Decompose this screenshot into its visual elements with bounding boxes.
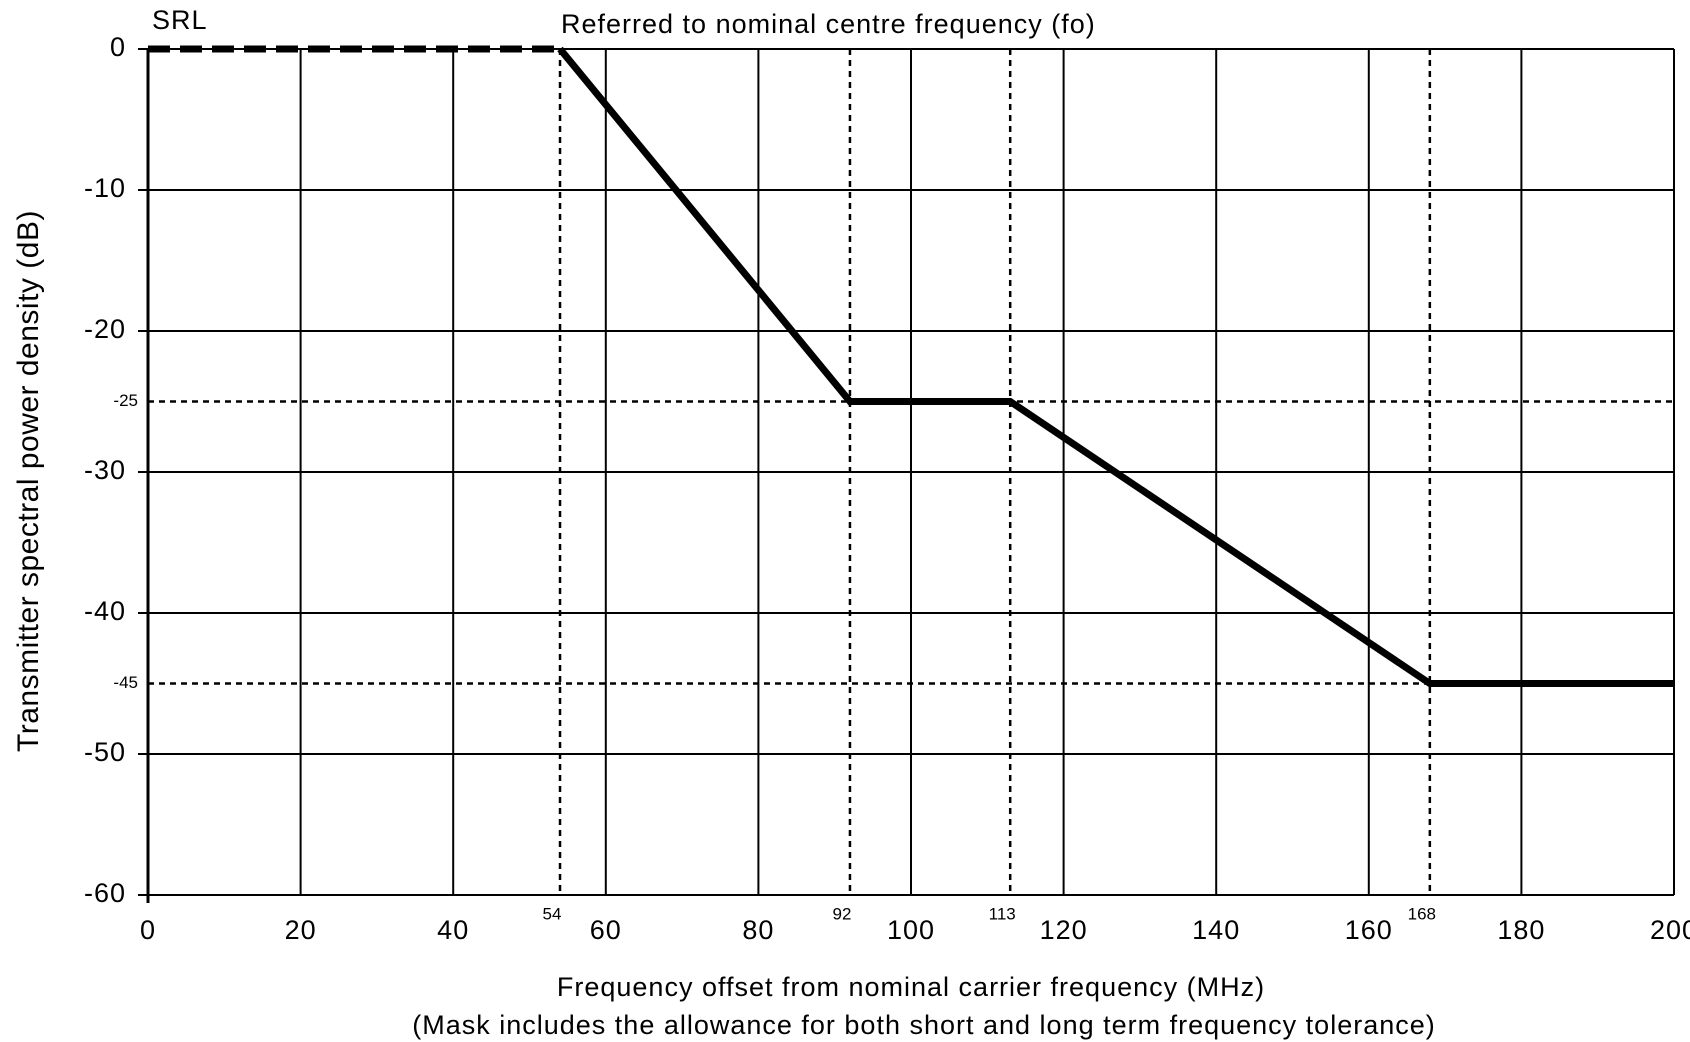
x-tick-label: 200 — [1650, 915, 1690, 945]
marker-tick-label: 92 — [832, 904, 851, 923]
y-tick-label: -20 — [84, 314, 126, 344]
series-label: SRL — [152, 5, 208, 35]
y-tick-label: -10 — [84, 173, 126, 203]
x-tick-label: 100 — [887, 915, 935, 945]
x-tick-label: 60 — [590, 915, 622, 945]
x-tick-label: 160 — [1345, 915, 1393, 945]
x-tick-label: 140 — [1192, 915, 1240, 945]
annotation: Referred to nominal centre frequency (fo… — [561, 9, 1096, 39]
marker-tick-label: 54 — [543, 904, 562, 923]
y-axis-label: Transmitter spectral power density (dB) — [12, 210, 45, 752]
y-tick-label: 0 — [110, 32, 126, 62]
marker-tick-label: 168 — [1408, 904, 1436, 923]
marker-tick-label: -45 — [113, 673, 138, 692]
x-tick-label: 180 — [1497, 915, 1545, 945]
x-axis-note: (Mask includes the allowance for both sh… — [412, 1010, 1436, 1040]
x-tick-label: 20 — [285, 915, 317, 945]
y-tick-label: -30 — [84, 455, 126, 485]
x-tick-label: 0 — [140, 915, 156, 945]
x-tick-label: 80 — [742, 915, 774, 945]
series-line — [557, 46, 1674, 687]
y-tick-label: -40 — [84, 596, 126, 626]
x-tick-label: 120 — [1040, 915, 1088, 945]
y-tick-label: -60 — [84, 878, 126, 908]
x-axis-label: Frequency offset from nominal carrier fr… — [557, 972, 1265, 1002]
marker-tick-label: 113 — [989, 904, 1016, 923]
x-tick-label: 40 — [437, 915, 469, 945]
y-tick-label: -50 — [84, 737, 126, 767]
marker-tick-label: -25 — [113, 391, 138, 410]
